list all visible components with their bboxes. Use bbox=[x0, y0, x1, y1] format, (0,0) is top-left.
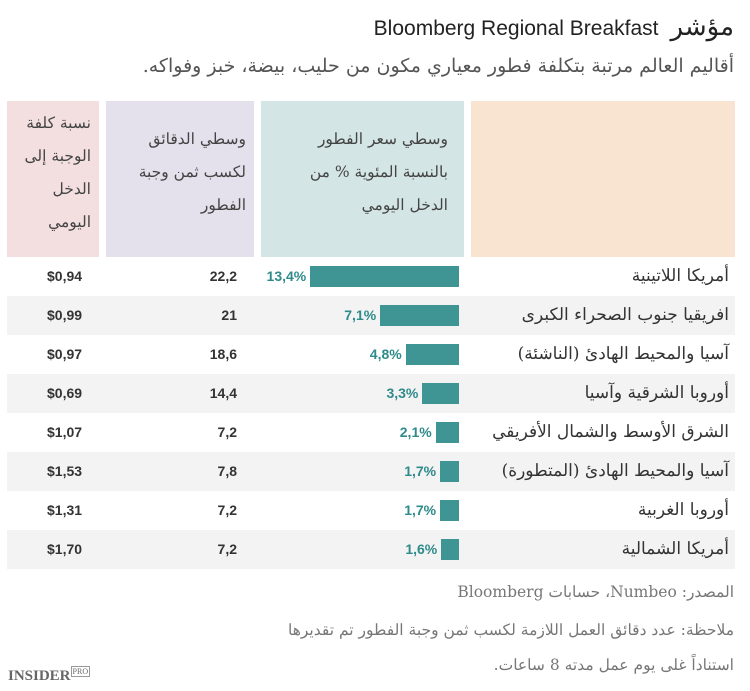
table-row: $1,53 7,8 1,7% آسيا والمحيط الهادئ (المت… bbox=[7, 452, 735, 491]
percent-bar bbox=[405, 344, 459, 365]
header-minutes: وسطي الدقائق لكسب ثمن وجبة الفطور bbox=[106, 101, 254, 257]
percent-label: 1,6% bbox=[405, 541, 438, 557]
table-row: $0,94 22,2 13,4% أمريكا اللاتينية bbox=[7, 257, 735, 296]
percent-label: 7,1% bbox=[344, 307, 377, 323]
table-row: $1,31 7,2 1,7% أوروبا الغربية bbox=[7, 491, 735, 530]
logo-sup: PRO bbox=[70, 666, 91, 677]
header-ratio: نسبة كلفة الوجبة إلى الدخل اليومي bbox=[7, 101, 99, 257]
minutes-value: 7,8 bbox=[217, 463, 237, 479]
minutes-value: 7,2 bbox=[217, 424, 237, 440]
percent-label: 1,7% bbox=[404, 502, 437, 518]
percent-bar bbox=[310, 266, 459, 287]
percent-label: 13,4% bbox=[266, 268, 307, 284]
chart-subtitle: أقاليم العالم مرتبة بتكلفة فطور معياري م… bbox=[142, 55, 734, 77]
table-row: $0,97 18,6 4,8% آسيا والمحيط الهادئ (الن… bbox=[7, 335, 735, 374]
minutes-value: 21 bbox=[221, 307, 237, 323]
region-label: أوروبا الشرقية وآسيا bbox=[584, 383, 729, 403]
header-percent: وسطي سعر الفطور بالنسبة المئوية % من الد… bbox=[261, 101, 464, 257]
ratio-value: $0,97 bbox=[47, 346, 83, 362]
percent-bar bbox=[440, 500, 459, 521]
percent-bar bbox=[422, 383, 459, 404]
table-body: $0,94 22,2 13,4% أمريكا اللاتينية $0,99 2… bbox=[7, 257, 735, 569]
percent-label: 3,3% bbox=[386, 385, 419, 401]
note-line-2: استناداً غلى يوم عمل مدته 8 ساعات. bbox=[493, 656, 734, 674]
minutes-value: 18,6 bbox=[209, 346, 237, 362]
ratio-value: $0,69 bbox=[47, 385, 83, 401]
ratio-value: $0,94 bbox=[47, 268, 83, 284]
minutes-value: 22,2 bbox=[209, 268, 237, 284]
ratio-value: $1,70 bbox=[47, 541, 83, 557]
minutes-value: 7,2 bbox=[217, 502, 237, 518]
table-row: $1,07 7,2 2,1% الشرق الأوسط والشمال الأف… bbox=[7, 413, 735, 452]
logo-text: INSIDER bbox=[8, 668, 71, 684]
source-note: المصدر: Numbeo، حسابات Bloomberg bbox=[457, 583, 734, 601]
region-label: افريقيا جنوب الصحراء الكبرى bbox=[521, 305, 729, 325]
region-label: آسيا والمحيط الهادئ (المتطورة) bbox=[501, 461, 729, 481]
ratio-value: $1,53 bbox=[47, 463, 83, 479]
table-row: $0,69 14,4 3,3% أوروبا الشرقية وآسيا bbox=[7, 374, 735, 413]
percent-bar bbox=[435, 422, 459, 443]
ratio-value: $1,07 bbox=[47, 424, 83, 440]
table-row: $0,99 21 7,1% افريقيا جنوب الصحراء الكبر… bbox=[7, 296, 735, 335]
insider-pro-logo: INSIDER PRO bbox=[8, 666, 91, 685]
chart-title: Bloomberg Regional Breakfast مؤشر bbox=[374, 12, 734, 42]
title-arabic: مؤشر bbox=[670, 12, 735, 42]
percent-label: 2,1% bbox=[399, 424, 432, 440]
ratio-value: $0,99 bbox=[47, 307, 83, 323]
ratio-value: $1,31 bbox=[47, 502, 83, 518]
header-region bbox=[471, 101, 735, 257]
region-label: أمريكا اللاتينية bbox=[631, 266, 729, 286]
region-label: أوروبا الغربية bbox=[637, 500, 729, 520]
percent-bar bbox=[441, 539, 459, 560]
table-row: $1,70 7,2 1,6% أمريكا الشمالية bbox=[7, 530, 735, 569]
minutes-value: 14,4 bbox=[209, 385, 237, 401]
minutes-value: 7,2 bbox=[217, 541, 237, 557]
region-label: آسيا والمحيط الهادئ (الناشئة) bbox=[517, 344, 729, 364]
region-label: أمريكا الشمالية bbox=[621, 539, 729, 559]
percent-label: 4,8% bbox=[369, 346, 402, 362]
percent-label: 1,7% bbox=[404, 463, 437, 479]
title-english: Bloomberg Regional Breakfast bbox=[373, 17, 659, 40]
percent-bar bbox=[440, 461, 459, 482]
percent-bar bbox=[380, 305, 459, 326]
region-label: الشرق الأوسط والشمال الأفريقي bbox=[492, 422, 729, 442]
note-line-1: ملاحظة: عدد دقائق العمل اللازمة لكسب ثمن… bbox=[287, 621, 734, 639]
